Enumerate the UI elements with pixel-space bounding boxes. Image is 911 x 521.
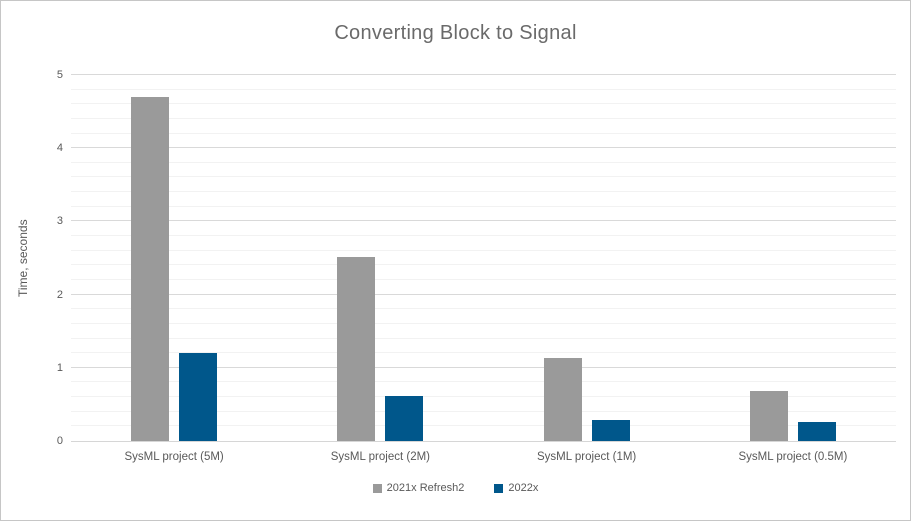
major-gridline (71, 74, 896, 75)
legend: 2021x Refresh2 2022x (1, 482, 910, 494)
bar-2022x-sysml-project-1m (591, 419, 630, 441)
minor-gridline (71, 337, 896, 339)
bar-2021x-refresh2-sysml-project-5m (131, 96, 170, 441)
y-tick-label-1: 1 (56, 361, 63, 374)
major-gridline (71, 366, 896, 368)
minor-gridline (71, 205, 896, 207)
plot-area (71, 74, 896, 442)
legend-label: 2021x Refresh2 (386, 482, 465, 494)
y-tick-label-4: 4 (56, 142, 63, 155)
minor-gridline (71, 425, 896, 427)
x-category-label-sysml-project-2m: SysML project (2M) (330, 451, 430, 463)
bar-2022x-sysml-project-0-5m (797, 421, 836, 441)
minor-gridline (71, 249, 896, 251)
minor-gridline (71, 103, 896, 105)
minor-gridline (71, 88, 896, 90)
minor-gridline (71, 176, 896, 178)
minor-gridline (71, 191, 896, 193)
minor-gridline (71, 410, 896, 412)
minor-gridline (71, 352, 896, 354)
bar-2022x-sysml-project-2m (385, 395, 424, 441)
minor-gridline (71, 396, 896, 398)
minor-gridline (71, 322, 896, 324)
y-tick-label-5: 5 (56, 69, 63, 81)
legend-label: 2022x (508, 482, 539, 494)
chart-title: Converting Block to Signal (334, 22, 577, 44)
x-category-label-sysml-project-5m: SysML project (5M) (124, 451, 224, 463)
y-tick-label-2: 2 (56, 288, 63, 301)
legend-swatch-icon (494, 483, 504, 493)
minor-gridline (71, 132, 896, 134)
major-gridline (71, 293, 896, 295)
legend-item-2022x: 2022x (494, 482, 538, 494)
minor-gridline (71, 264, 896, 266)
minor-gridline (71, 278, 896, 280)
minor-gridline (71, 161, 896, 163)
minor-gridline (71, 235, 896, 237)
x-category-label-sysml-project-1m: SysML project (1M) (536, 451, 637, 463)
major-gridline (71, 147, 896, 149)
x-axis-category-labels: SysML project (5M) SysML project (2M) SysM… (71, 451, 896, 463)
minor-gridline (71, 117, 896, 119)
minor-gridline (71, 308, 896, 310)
minor-gridline (71, 381, 896, 383)
bar-2021x-refresh2-sysml-project-1m (543, 357, 582, 441)
y-axis-ticks: 0 1 2 3 4 5 (21, 69, 63, 447)
y-tick-label-3: 3 (56, 215, 63, 228)
bar-2022x-sysml-project-5m (179, 353, 218, 441)
y-tick-label-0: 0 (56, 435, 63, 447)
bar-2021x-refresh2-sysml-project-2m (337, 256, 376, 441)
legend-swatch-icon (372, 483, 382, 493)
major-gridline (71, 220, 896, 222)
bar-2021x-refresh2-sysml-project-0-5m (749, 390, 788, 441)
legend-item-2021x-refresh2: 2021x Refresh2 (372, 482, 465, 494)
x-category-label-sysml-project-0-5m: SysML project (0.5M) (738, 451, 848, 463)
